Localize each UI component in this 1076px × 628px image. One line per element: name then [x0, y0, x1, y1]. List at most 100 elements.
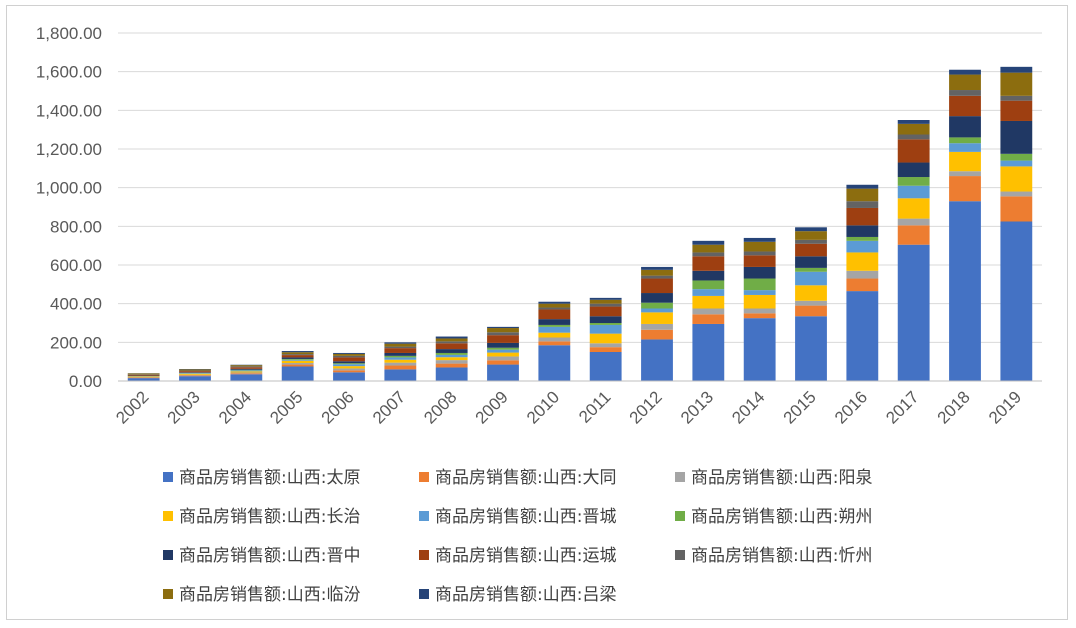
legend-swatch	[419, 550, 429, 560]
bar-segment	[179, 373, 211, 374]
bar-segment	[846, 188, 879, 202]
bar-segment	[230, 366, 263, 368]
bar-segment	[641, 278, 673, 294]
x-tick-label: 2006	[318, 387, 358, 427]
bar-segment	[179, 372, 211, 373]
bar-segment	[281, 352, 314, 355]
bar-segment	[230, 371, 263, 373]
bar-segment	[743, 255, 776, 267]
bar-segment	[692, 295, 725, 309]
bar-segment	[435, 360, 468, 364]
bar-stack-2003	[179, 369, 211, 381]
bar-segment	[333, 363, 365, 365]
y-tick-label: 600.00	[50, 256, 102, 275]
bar-stack-2005	[281, 351, 314, 381]
y-tick-label: 400.00	[50, 295, 102, 314]
bar-segment	[641, 293, 673, 303]
bar-segment	[846, 240, 879, 253]
bar-segment	[795, 300, 827, 306]
x-tick-label: 2014	[728, 387, 768, 427]
bar-segment	[281, 354, 314, 356]
bar-segment	[743, 290, 776, 295]
bar-segment	[692, 289, 725, 296]
bar-segment	[1000, 160, 1033, 167]
bar-segment	[435, 367, 468, 381]
bar-segment	[435, 363, 468, 368]
x-tick-label: 2007	[369, 387, 409, 427]
bar-segment	[846, 225, 879, 237]
legend-swatch	[675, 550, 685, 560]
bar-segment	[179, 375, 211, 377]
bar-segment	[281, 351, 314, 353]
legend-item: 商品房销售额:山西:吕梁	[419, 585, 616, 605]
bar-segment	[949, 143, 981, 152]
bar-segment	[589, 343, 622, 348]
bar-stack-2006	[333, 352, 365, 381]
bar-segment	[897, 139, 930, 163]
bar-segment	[743, 241, 776, 252]
legend-item: 商品房销售额:山西:晋城	[419, 507, 616, 527]
legend-label: 商品房销售额:山西:临汾	[179, 585, 360, 605]
bar-segment	[795, 239, 827, 244]
bar-segment	[743, 294, 776, 309]
bar-segment	[949, 151, 981, 172]
bar-segment	[487, 335, 519, 343]
bar-segment	[641, 339, 673, 381]
bar-segment	[897, 162, 930, 178]
bar-segment	[589, 333, 622, 344]
bar-segment	[179, 370, 211, 372]
bar-segment	[692, 252, 725, 257]
x-tick-label: 2011	[575, 387, 614, 426]
bar-segment	[435, 354, 468, 358]
bar-segment	[1000, 72, 1033, 96]
bar-segment	[949, 201, 981, 381]
bar-stack-2018	[949, 69, 981, 381]
x-tick-label: 2012	[626, 387, 666, 427]
bar-segment	[230, 367, 263, 369]
bar-stack-2012	[641, 266, 673, 381]
bar-segment	[384, 342, 417, 344]
bar-stack-2002	[127, 373, 160, 381]
legend-item: 商品房销售额:山西:长治	[163, 507, 360, 527]
bar-segment	[487, 332, 519, 336]
legend-label: 商品房销售额:山西:吕梁	[435, 585, 616, 605]
legend-label: 商品房销售额:山西:长治	[179, 507, 360, 527]
bar-segment	[435, 349, 468, 353]
bar-segment	[795, 271, 827, 286]
bar-segment	[538, 324, 571, 327]
bar-segment	[949, 171, 981, 177]
bar-segment	[127, 374, 160, 376]
legend-swatch	[163, 511, 173, 521]
bar-segment	[538, 307, 571, 310]
bar-segment	[230, 370, 263, 372]
bar-segment	[538, 345, 571, 381]
bar-segment	[179, 371, 211, 373]
bar-segment	[435, 341, 468, 344]
x-tick-label: 2002	[112, 387, 152, 427]
legend-swatch	[675, 472, 685, 482]
bar-segment	[333, 353, 365, 356]
bar-stack-2009	[487, 326, 519, 381]
bar-segment	[692, 314, 725, 324]
x-axis: 2002 2003 2004 2005 2006 2007 2008 2009 2010 2011…	[112, 387, 1025, 427]
bar-segment	[692, 256, 725, 271]
bar-segment	[949, 176, 981, 202]
bar-segment	[333, 368, 365, 371]
x-tick-label: 2018	[934, 387, 974, 427]
bar-segment	[589, 352, 622, 381]
bar-segment	[589, 299, 622, 304]
bar-segment	[538, 319, 571, 325]
bar-segment	[795, 267, 827, 272]
bar-segment	[487, 360, 519, 365]
x-tick-label: 2008	[420, 387, 460, 427]
bar-segment	[230, 374, 263, 381]
bar-segment	[384, 365, 417, 370]
legend-label: 商品房销售额:山西:朔州	[691, 507, 872, 527]
bar-segment	[230, 372, 263, 374]
bar-segment	[333, 370, 365, 373]
bar-segment	[949, 137, 981, 144]
legend-item: 商品房销售额:山西:阳泉	[675, 468, 872, 488]
bar-segment	[1000, 221, 1033, 381]
bar-segment	[846, 252, 879, 271]
bar-segment	[333, 372, 365, 381]
